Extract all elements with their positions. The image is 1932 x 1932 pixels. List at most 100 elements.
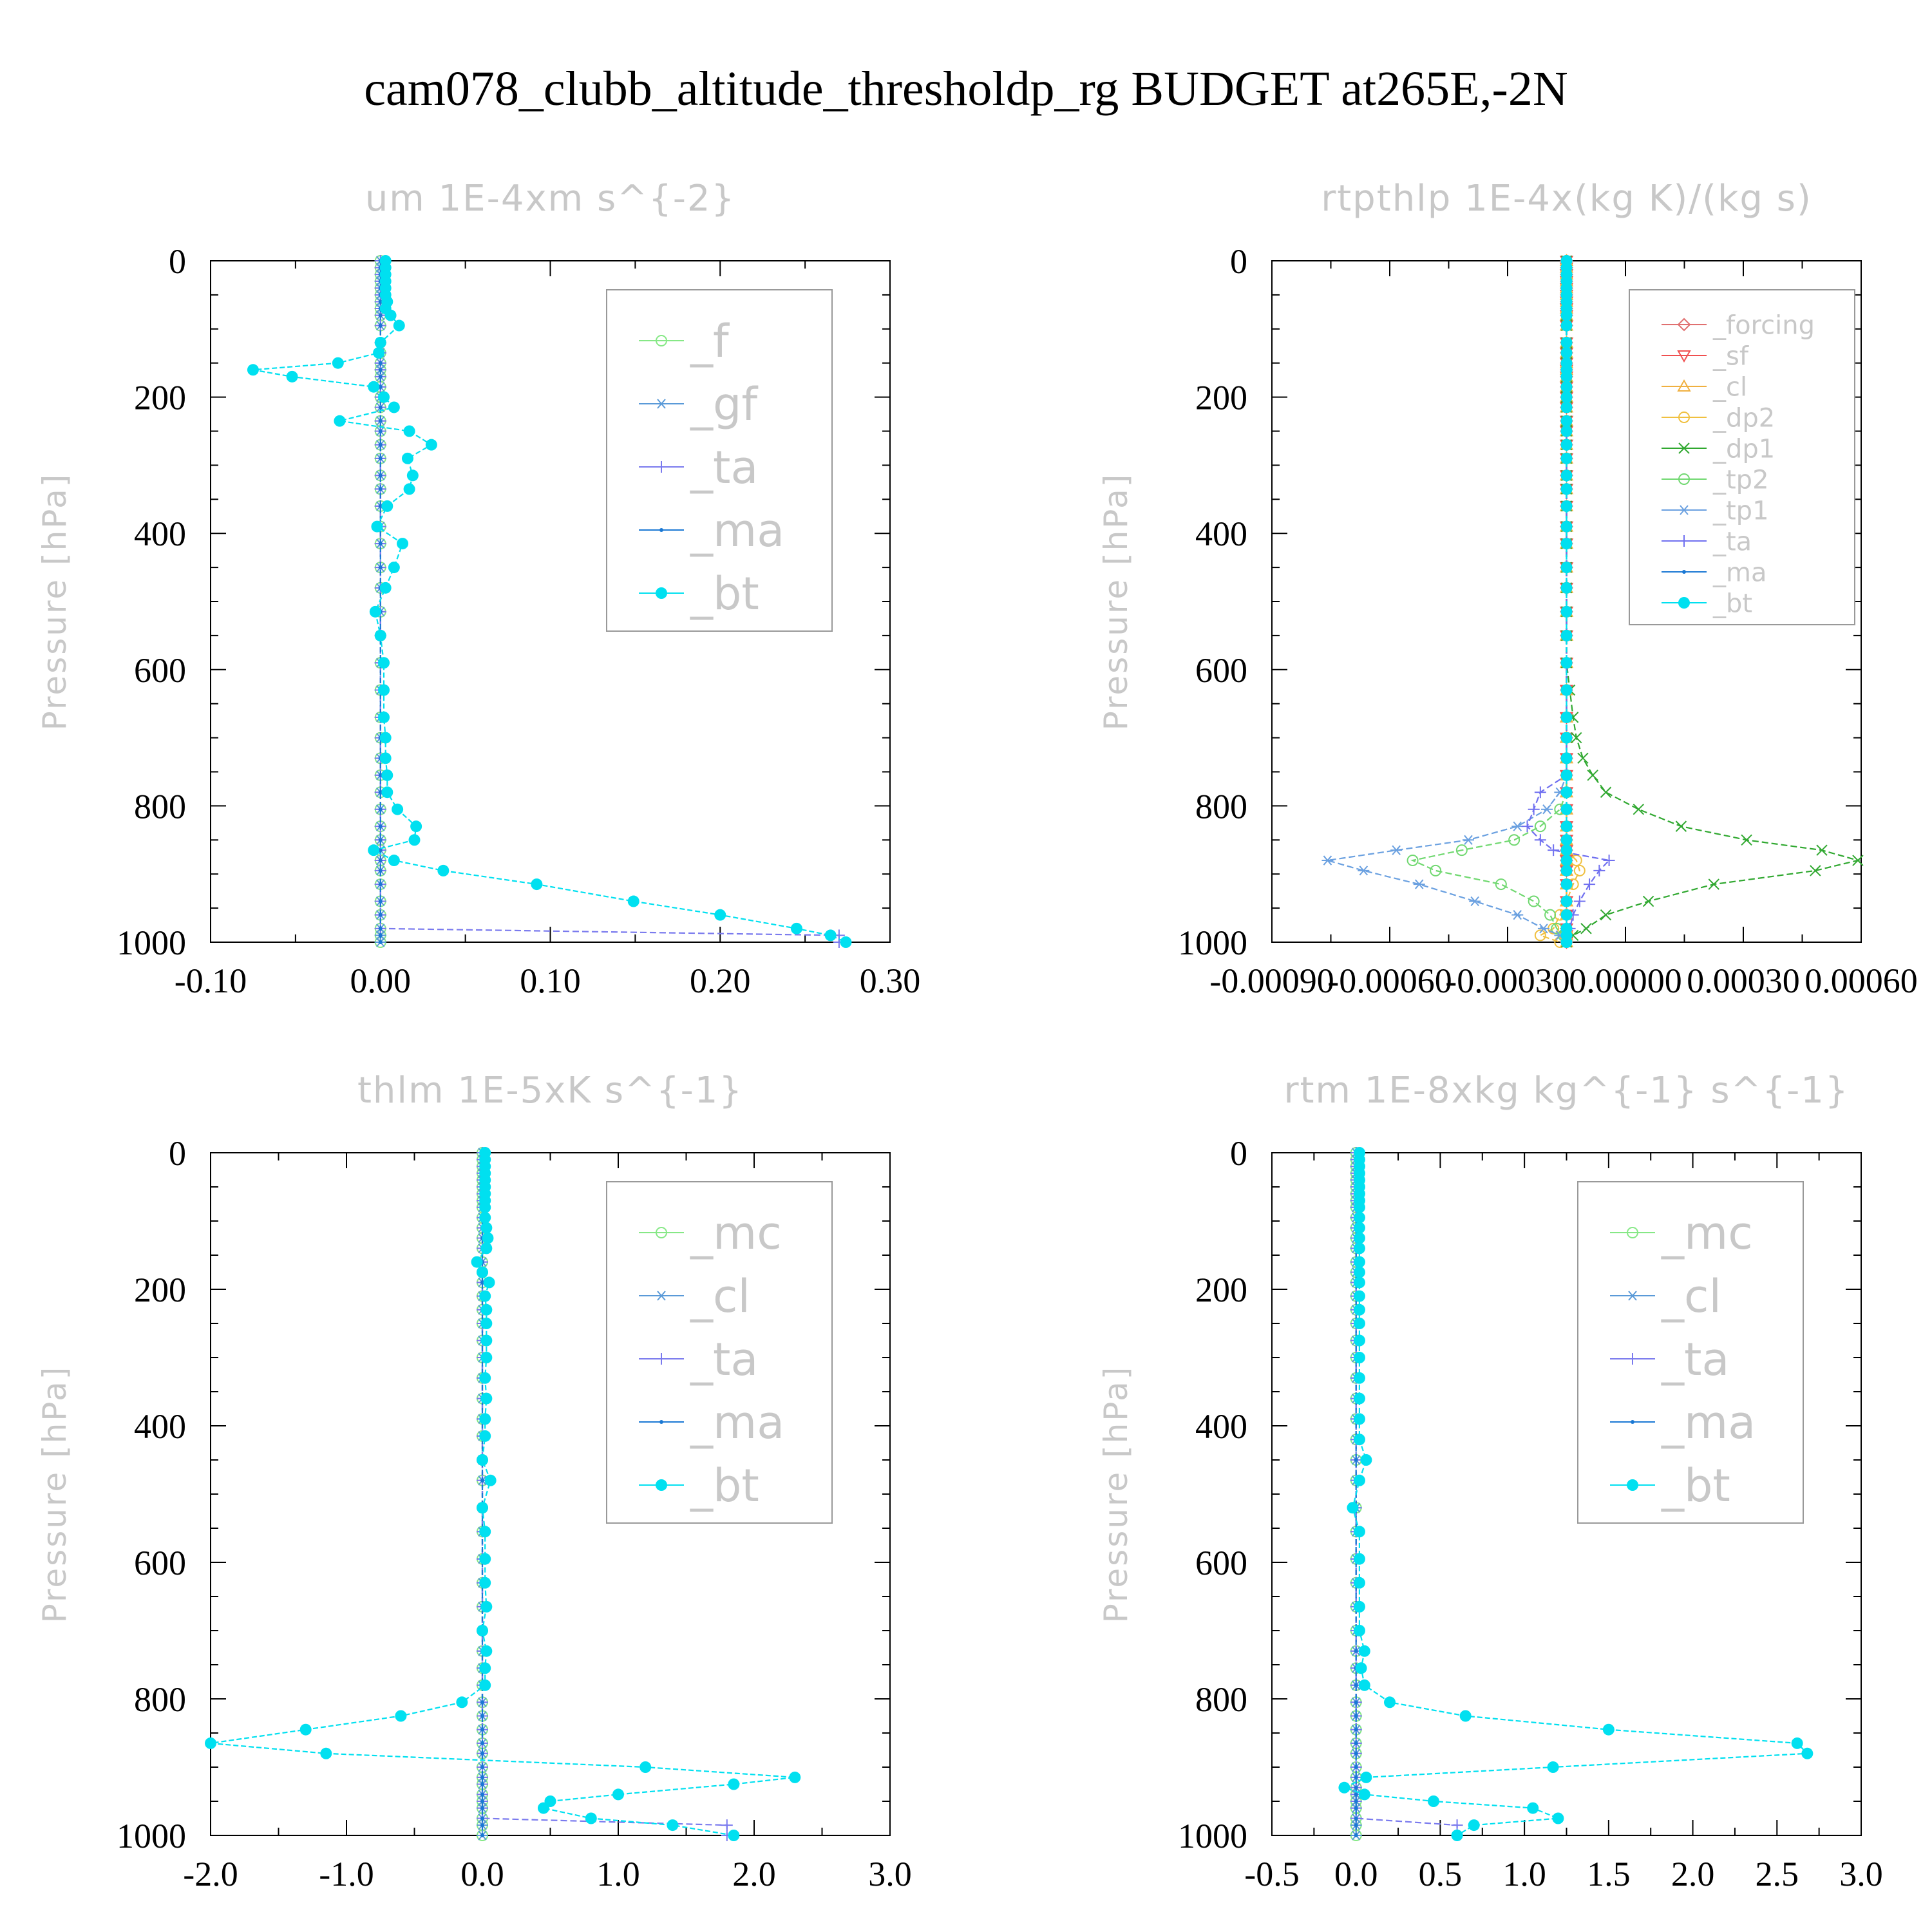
data-point: [639, 1761, 652, 1773]
data-point: [1353, 1211, 1365, 1224]
data-point: [384, 309, 397, 321]
data-point: [378, 313, 383, 317]
data-point: [378, 456, 383, 460]
legend-marker: [656, 1227, 667, 1238]
legend-marker: [656, 461, 667, 473]
x-tick-label: -2.0: [183, 1855, 238, 1893]
data-point: [1560, 711, 1573, 723]
data-point: [1528, 895, 1540, 907]
data-point: [379, 732, 392, 744]
legend-marker: [1677, 317, 1691, 332]
data-point: [378, 368, 383, 372]
data-point: [1560, 732, 1573, 744]
legend-marker: [1677, 350, 1691, 363]
legend-marker: [659, 1420, 663, 1424]
data-point: [1455, 844, 1468, 857]
data-point: [378, 323, 383, 328]
y-tick-label: 0: [169, 1134, 186, 1173]
legend-label: _bt: [1661, 1459, 1730, 1512]
y-tick-label: 400: [1195, 1407, 1247, 1446]
panel-title: um 1E-4xm s^{-2}: [365, 178, 735, 220]
data-point: [1560, 936, 1573, 948]
legend-box: [606, 289, 833, 632]
legend-label: _mc: [1661, 1207, 1753, 1260]
data-point: [379, 582, 392, 594]
data-point: [477, 1502, 488, 1514]
data-point: [728, 1830, 740, 1841]
x-tick-label: 0.5: [1419, 1855, 1463, 1893]
y-tick-label: 0: [1230, 1134, 1247, 1173]
data-point: [378, 858, 383, 863]
data-point: [480, 1303, 493, 1316]
data-point: [1560, 500, 1573, 512]
x-tick-label: 0.30: [860, 961, 921, 1000]
data-point: [378, 391, 390, 403]
data-point: [480, 1765, 484, 1769]
data-point: [1534, 929, 1546, 942]
y-tick-label: 200: [1195, 1271, 1247, 1309]
legend-marker: [656, 1353, 667, 1365]
data-point: [378, 684, 390, 696]
x-tick-label: 3.0: [1839, 1855, 1883, 1893]
data-point: [1816, 844, 1828, 856]
y-tick-label: 1000: [1178, 923, 1247, 962]
data-point: [1560, 803, 1573, 815]
data-point: [1552, 1812, 1564, 1824]
data-point: [1353, 1290, 1365, 1302]
data-point: [378, 565, 383, 570]
data-point: [403, 425, 415, 437]
data-point: [1560, 346, 1573, 359]
legend-label: _ta: [690, 441, 758, 494]
data-point: [1353, 1242, 1365, 1255]
data-point: [1560, 336, 1573, 348]
data-point: [1353, 1474, 1365, 1486]
data-point: [479, 1662, 491, 1674]
data-point: [378, 913, 383, 917]
legend-marker: [1631, 1420, 1634, 1424]
legend-label: _sf: [1712, 341, 1749, 371]
data-point: [1541, 804, 1553, 815]
data-point: [480, 1222, 493, 1234]
legend-label: _ta: [1661, 1333, 1729, 1386]
x-tick-label: -0.00090: [1209, 961, 1334, 1000]
data-point: [1354, 1741, 1358, 1745]
data-point: [1521, 820, 1533, 833]
data-point: [480, 1334, 493, 1347]
legend-marker: [1682, 570, 1686, 574]
y-tick-label: 0: [169, 242, 186, 281]
x-tick-label: 0.10: [520, 961, 581, 1000]
x-tick-label: 1.5: [1587, 1855, 1631, 1893]
data-point: [1459, 1710, 1472, 1722]
data-point: [1560, 381, 1573, 393]
data-point: [1354, 1775, 1358, 1779]
data-point: [1353, 1334, 1365, 1347]
data-point: [1511, 821, 1524, 831]
legend-marker: [656, 399, 667, 409]
data-point: [531, 878, 543, 891]
data-point: [1468, 1819, 1480, 1832]
data-point: [1560, 439, 1573, 451]
data-point: [1560, 562, 1573, 574]
data-point: [1358, 1679, 1370, 1691]
data-point: [1560, 391, 1573, 403]
legend-label: _cl: [1661, 1270, 1721, 1323]
data-point: [299, 1723, 312, 1736]
x-tick-label: -1.0: [319, 1855, 374, 1893]
data-point: [371, 520, 383, 533]
data-point: [1560, 769, 1573, 781]
legend-label: _dp1: [1712, 434, 1775, 464]
data-point: [374, 336, 386, 348]
data-point: [1354, 1458, 1358, 1462]
data-point: [1560, 370, 1573, 383]
y-tick-label: 600: [1195, 1544, 1247, 1582]
x-tick-label: 2.0: [732, 1855, 776, 1893]
y-tick-label: 800: [1195, 1680, 1247, 1719]
legend-marker: [1627, 1227, 1638, 1238]
legend-label: _ma: [690, 504, 784, 557]
data-point: [1427, 1795, 1439, 1807]
data-point: [479, 1211, 491, 1224]
data-point: [480, 1799, 484, 1803]
y-tick-label: 600: [134, 651, 186, 690]
y-tick-label: 200: [1195, 379, 1247, 417]
data-point: [1560, 309, 1573, 321]
